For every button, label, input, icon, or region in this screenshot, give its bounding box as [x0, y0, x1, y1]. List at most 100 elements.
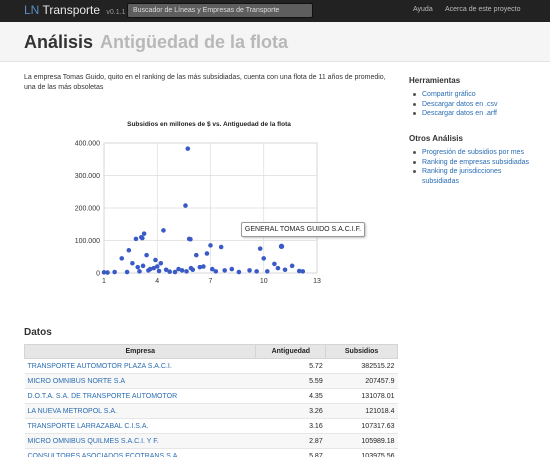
data-point[interactable]: [151, 265, 156, 271]
age-cell: 2.87: [255, 433, 326, 449]
data-point[interactable]: [257, 246, 263, 251]
data-point[interactable]: [119, 256, 125, 261]
data-point[interactable]: [300, 269, 306, 274]
data-point[interactable]: [101, 270, 107, 275]
nav-link-ayuda[interactable]: Ayuda: [413, 6, 433, 13]
data-point[interactable]: [144, 252, 149, 258]
data-point[interactable]: [141, 231, 147, 236]
data-point[interactable]: [126, 247, 132, 253]
company-link[interactable]: TRANSPORTE AUTOMOTOR PLAZA S.A.C.I.: [24, 358, 256, 374]
data-point[interactable]: [282, 267, 288, 273]
data-point[interactable]: [185, 146, 191, 151]
company-ranking-link[interactable]: Ranking de empresas subsidiadas: [412, 158, 532, 168]
data-point[interactable]: [289, 263, 295, 269]
tools-heading: Herramientas: [409, 76, 461, 85]
column-header-antiguedad[interactable]: Antiguedad: [255, 344, 327, 359]
data-point[interactable]: [105, 270, 110, 275]
data-point[interactable]: [135, 264, 141, 270]
column-header-subsidios[interactable]: Subsidios: [325, 344, 398, 359]
data-point[interactable]: [130, 260, 135, 266]
data-point[interactable]: [124, 269, 130, 275]
data-point[interactable]: [158, 260, 164, 266]
jurisdiction-ranking-link[interactable]: Ranking de jurisdicciones subsidiadas: [412, 167, 532, 186]
company-link[interactable]: TRANSPORTE LARRAZABAL C.I.S.A.: [24, 418, 256, 434]
table-row: TRANSPORTE LARRAZABAL C.I.S.A. 3.16 1073…: [24, 418, 398, 434]
data-point[interactable]: [190, 267, 196, 273]
data-point[interactable]: [133, 236, 139, 242]
data-point[interactable]: [265, 269, 270, 274]
data-point[interactable]: [184, 269, 189, 274]
data-point[interactable]: [209, 266, 215, 272]
data-point[interactable]: [140, 263, 146, 269]
age-cell: 5.59: [255, 373, 326, 389]
data-point[interactable]: [296, 268, 302, 274]
data-point[interactable]: [213, 269, 219, 274]
table-row: D.O.T.A. S.A. DE TRANSPORTE AUTOMOTOR 4.…: [24, 388, 398, 404]
data-point[interactable]: [201, 264, 206, 269]
y-tick-label: 100.000: [75, 238, 100, 245]
data-point[interactable]: [188, 236, 193, 242]
subsidy-cell: 105989.18: [325, 433, 398, 449]
data-point[interactable]: [176, 266, 181, 272]
download-arff-link[interactable]: Descargar datos en .arff: [412, 109, 532, 119]
subsidy-cell: 131078.01: [325, 388, 398, 404]
column-header-empresa[interactable]: Empresa: [23, 344, 257, 359]
data-point[interactable]: [261, 256, 267, 261]
data-point[interactable]: [272, 261, 277, 267]
brand-logo[interactable]: LN Transporte v0.1.1: [24, 3, 125, 17]
monthly-subsidies-link[interactable]: Progresión de subsidios por mes: [412, 148, 532, 158]
table-row: MICRO OMNIBUS QUILMES S.A.C.I. Y F. 2.87…: [24, 433, 398, 449]
data-point[interactable]: [183, 203, 188, 208]
data-point[interactable]: [161, 228, 166, 233]
data-point[interactable]: [194, 252, 199, 258]
data-point[interactable]: [112, 269, 117, 275]
company-link[interactable]: CONSULTORES ASOCIADOS ECOTRANS S.A.: [24, 448, 256, 457]
search-input[interactable]: Buscador de Líneas y Empresas de Transpo…: [127, 3, 313, 18]
subsidy-cell: 382515.22: [325, 358, 398, 374]
nav-link-acerca[interactable]: Acerca de este proyecto: [445, 6, 521, 13]
datos-heading: Datos: [24, 327, 52, 338]
age-cell: 5.87: [255, 448, 326, 457]
age-cell: 3.16: [255, 418, 326, 434]
company-link[interactable]: MICRO OMNIBUS NORTE S.A: [24, 373, 256, 389]
other-analysis-heading: Otros Análisis: [409, 134, 463, 143]
page-header: Análisis Antigüedad de la flota: [0, 22, 550, 62]
data-point[interactable]: [218, 244, 224, 250]
data-point[interactable]: [204, 251, 210, 256]
data-point[interactable]: [247, 268, 252, 273]
company-link[interactable]: D.O.T.A. S.A. DE TRANSPORTE AUTOMOTOR: [24, 388, 256, 404]
download-csv-link[interactable]: Descargar datos en .csv: [412, 100, 532, 110]
x-tick-label: 13: [313, 278, 321, 285]
scatter-chart[interactable]: 0 100.000 200.000 300.000 400.000 1 4 7 10 13: [60, 130, 390, 290]
data-point[interactable]: [275, 265, 281, 271]
y-tick-label: 0: [96, 271, 100, 278]
data-point[interactable]: [140, 235, 145, 241]
tools-list: Compartir gráfico Descargar datos en .cs…: [412, 90, 532, 119]
chart-tooltip: GENERAL TOMAS GUIDO S.A.C.I.F.: [241, 222, 365, 237]
data-point[interactable]: [167, 269, 172, 274]
y-tick-label: 400.000: [75, 141, 100, 148]
data-point[interactable]: [236, 269, 242, 275]
company-link[interactable]: LA NUEVA METROPOL S.A.: [24, 403, 256, 419]
data-point[interactable]: [208, 243, 213, 248]
brand-part-2: Transporte: [42, 3, 101, 17]
data-point[interactable]: [156, 268, 162, 274]
data-point[interactable]: [222, 268, 227, 273]
data-point[interactable]: [154, 264, 160, 269]
data-point[interactable]: [179, 268, 185, 273]
data-point[interactable]: [153, 257, 158, 263]
y-tick-label: 200.000: [75, 206, 100, 213]
data-point[interactable]: [254, 269, 259, 274]
data-point[interactable]: [137, 269, 142, 274]
age-cell: 3.26: [255, 403, 326, 419]
subsidy-cell: 207457.9: [325, 373, 398, 389]
highlighted-point[interactable]: [277, 242, 286, 251]
data-point[interactable]: [147, 266, 153, 272]
subsidy-cell: 107317.63: [325, 418, 398, 434]
data-point[interactable]: [172, 269, 178, 275]
data-point[interactable]: [229, 266, 235, 272]
data-point[interactable]: [163, 267, 169, 273]
data-point[interactable]: [197, 264, 203, 270]
share-chart-link[interactable]: Compartir gráfico: [412, 90, 532, 100]
company-link[interactable]: MICRO OMNIBUS QUILMES S.A.C.I. Y F.: [24, 433, 256, 449]
